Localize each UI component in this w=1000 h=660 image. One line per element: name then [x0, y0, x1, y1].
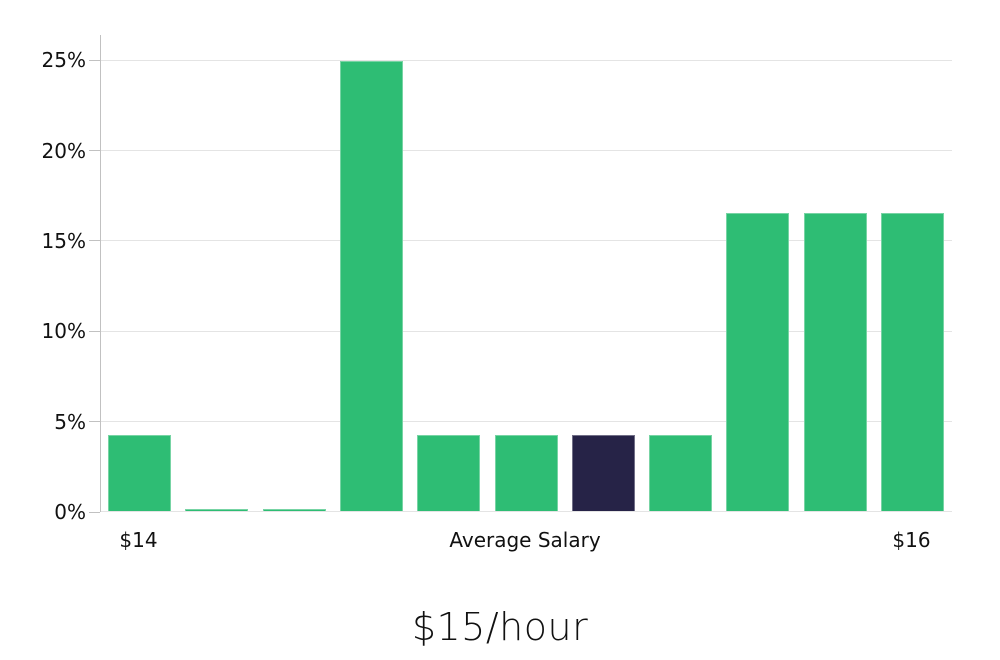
bar [185, 509, 249, 511]
x-tick-label--16: $16 [892, 528, 931, 552]
gridline-25% [101, 59, 952, 61]
bar [881, 212, 944, 511]
y-tick-0% [89, 511, 100, 513]
bar [339, 61, 403, 511]
gridline-15% [101, 240, 952, 242]
bar [262, 509, 326, 511]
chart-title: $15/hour [411, 605, 589, 649]
y-tick-label-20%: 20% [41, 138, 86, 163]
y-tick-label-15%: 15% [41, 228, 86, 253]
y-tick-label-0%: 0% [54, 500, 86, 524]
y-tick-10% [89, 330, 100, 332]
plot-area [100, 35, 952, 512]
bar [649, 435, 713, 511]
y-tick-25% [89, 59, 100, 61]
gridline-20% [101, 150, 952, 152]
gridline-10% [101, 330, 952, 332]
x-tick-label--14: $14 [119, 528, 158, 552]
x-axis-line [101, 511, 952, 512]
bar [803, 212, 867, 511]
y-tick-label-10%: 10% [41, 319, 86, 344]
y-tick-5% [89, 421, 100, 423]
x-tick-label-average-salary: Average Salary [449, 528, 601, 552]
y-tick-label-5%: 5% [54, 409, 86, 434]
y-tick-15% [89, 240, 100, 242]
bar [726, 212, 790, 511]
y-tick-20% [89, 150, 100, 152]
bar [494, 435, 558, 511]
y-tick-label-25%: 25% [41, 48, 86, 73]
bar [417, 435, 481, 511]
gridline-5% [101, 421, 952, 423]
bar [108, 435, 171, 511]
bar-highlighted [571, 435, 635, 511]
